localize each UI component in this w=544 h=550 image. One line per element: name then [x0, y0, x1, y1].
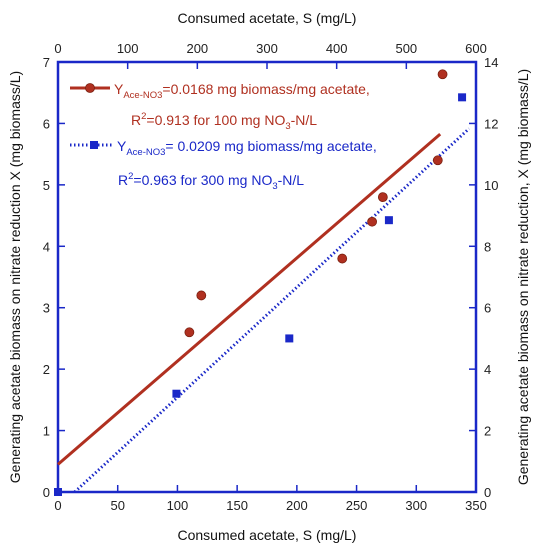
legend-entry-series-1-line2: R2=0.913 for 100 mg NO3-N/L	[131, 111, 317, 132]
plot-frame	[56, 60, 478, 494]
series-2-point	[285, 334, 294, 343]
bottom-tick-label: 300	[405, 498, 427, 513]
top-axis: 0 100 200 300 400 500 600	[54, 41, 487, 69]
series-1-point	[184, 327, 195, 338]
legend-marker-series-1	[85, 83, 95, 93]
left-tick-label: 0	[43, 485, 50, 500]
series-1-point	[196, 290, 207, 301]
legend-entry-series-2-line2: R2=0.963 for 300 mg NO3-N/L	[118, 171, 304, 192]
legend-entry-series-1-line1: YAce-NO3=0.0168 mg biomass/mg acetate,	[114, 81, 370, 101]
fit-line-series-2	[73, 127, 471, 494]
left-tick-label: 4	[43, 239, 50, 254]
right-tick-label: 2	[484, 424, 491, 439]
left-tick-label: 2	[43, 362, 50, 377]
bottom-tick-label: 100	[167, 498, 189, 513]
top-tick-label: 400	[326, 41, 348, 56]
series-1-points	[184, 69, 448, 338]
bottom-tick-label: 0	[54, 498, 61, 513]
top-tick-label: 0	[54, 41, 61, 56]
bottom-tick-label: 50	[110, 498, 124, 513]
series-1-point	[432, 155, 443, 166]
right-tick-label: 8	[484, 239, 491, 254]
series-2-point	[458, 93, 467, 102]
legend: YAce-NO3=0.0168 mg biomass/mg acetate, R…	[70, 81, 377, 192]
right-tick-label: 4	[484, 362, 491, 377]
left-tick-label: 7	[43, 55, 50, 70]
bottom-tick-label: 200	[286, 498, 308, 513]
right-tick-label: 0	[484, 485, 491, 500]
left-tick-label: 6	[43, 116, 50, 131]
bottom-axis-title: Consumed acetate, S (mg/L)	[178, 527, 357, 543]
fit-line-series-1	[57, 132, 442, 466]
series-1-point	[367, 216, 377, 227]
left-tick-label: 1	[43, 424, 50, 439]
right-axis-title: Generating acetate biomass on nitrate re…	[515, 69, 531, 485]
left-tick-label: 3	[43, 301, 50, 316]
right-tick-label: 10	[484, 178, 498, 193]
series-2-points	[54, 93, 467, 496]
top-tick-label: 100	[117, 41, 139, 56]
left-axis: 0 1 2 3 4 5 6 7	[43, 55, 65, 500]
bottom-axis: 0 50 100 150 200 250 300 350	[54, 485, 487, 513]
legend-marker-series-2	[90, 141, 98, 149]
series-1-point	[377, 192, 388, 203]
left-axis-title: Generating acetate biomass on nitrate re…	[7, 71, 23, 483]
series-2-point	[384, 216, 393, 225]
top-tick-label: 200	[186, 41, 208, 56]
series-1-point	[437, 69, 448, 80]
bottom-tick-label: 150	[226, 498, 248, 513]
top-tick-label: 500	[395, 41, 417, 56]
right-axis: 0 2 4 6 8 10 12 14	[469, 55, 498, 500]
legend-entry-series-2-line1: YAce-NO3= 0.0209 mg biomass/mg acetate,	[117, 138, 377, 158]
left-tick-label: 5	[43, 178, 50, 193]
top-axis-title: Consumed acetate, S (mg/L)	[178, 10, 357, 26]
top-tick-label: 300	[256, 41, 278, 56]
series-1-point	[337, 253, 348, 264]
bottom-tick-label: 350	[465, 498, 487, 513]
top-tick-label: 600	[465, 41, 487, 56]
right-tick-label: 6	[484, 301, 491, 316]
bottom-tick-label: 250	[346, 498, 368, 513]
series-2-point	[54, 488, 62, 496]
right-tick-label: 12	[484, 116, 498, 131]
right-tick-label: 14	[484, 55, 498, 70]
series-2-point	[172, 389, 181, 398]
